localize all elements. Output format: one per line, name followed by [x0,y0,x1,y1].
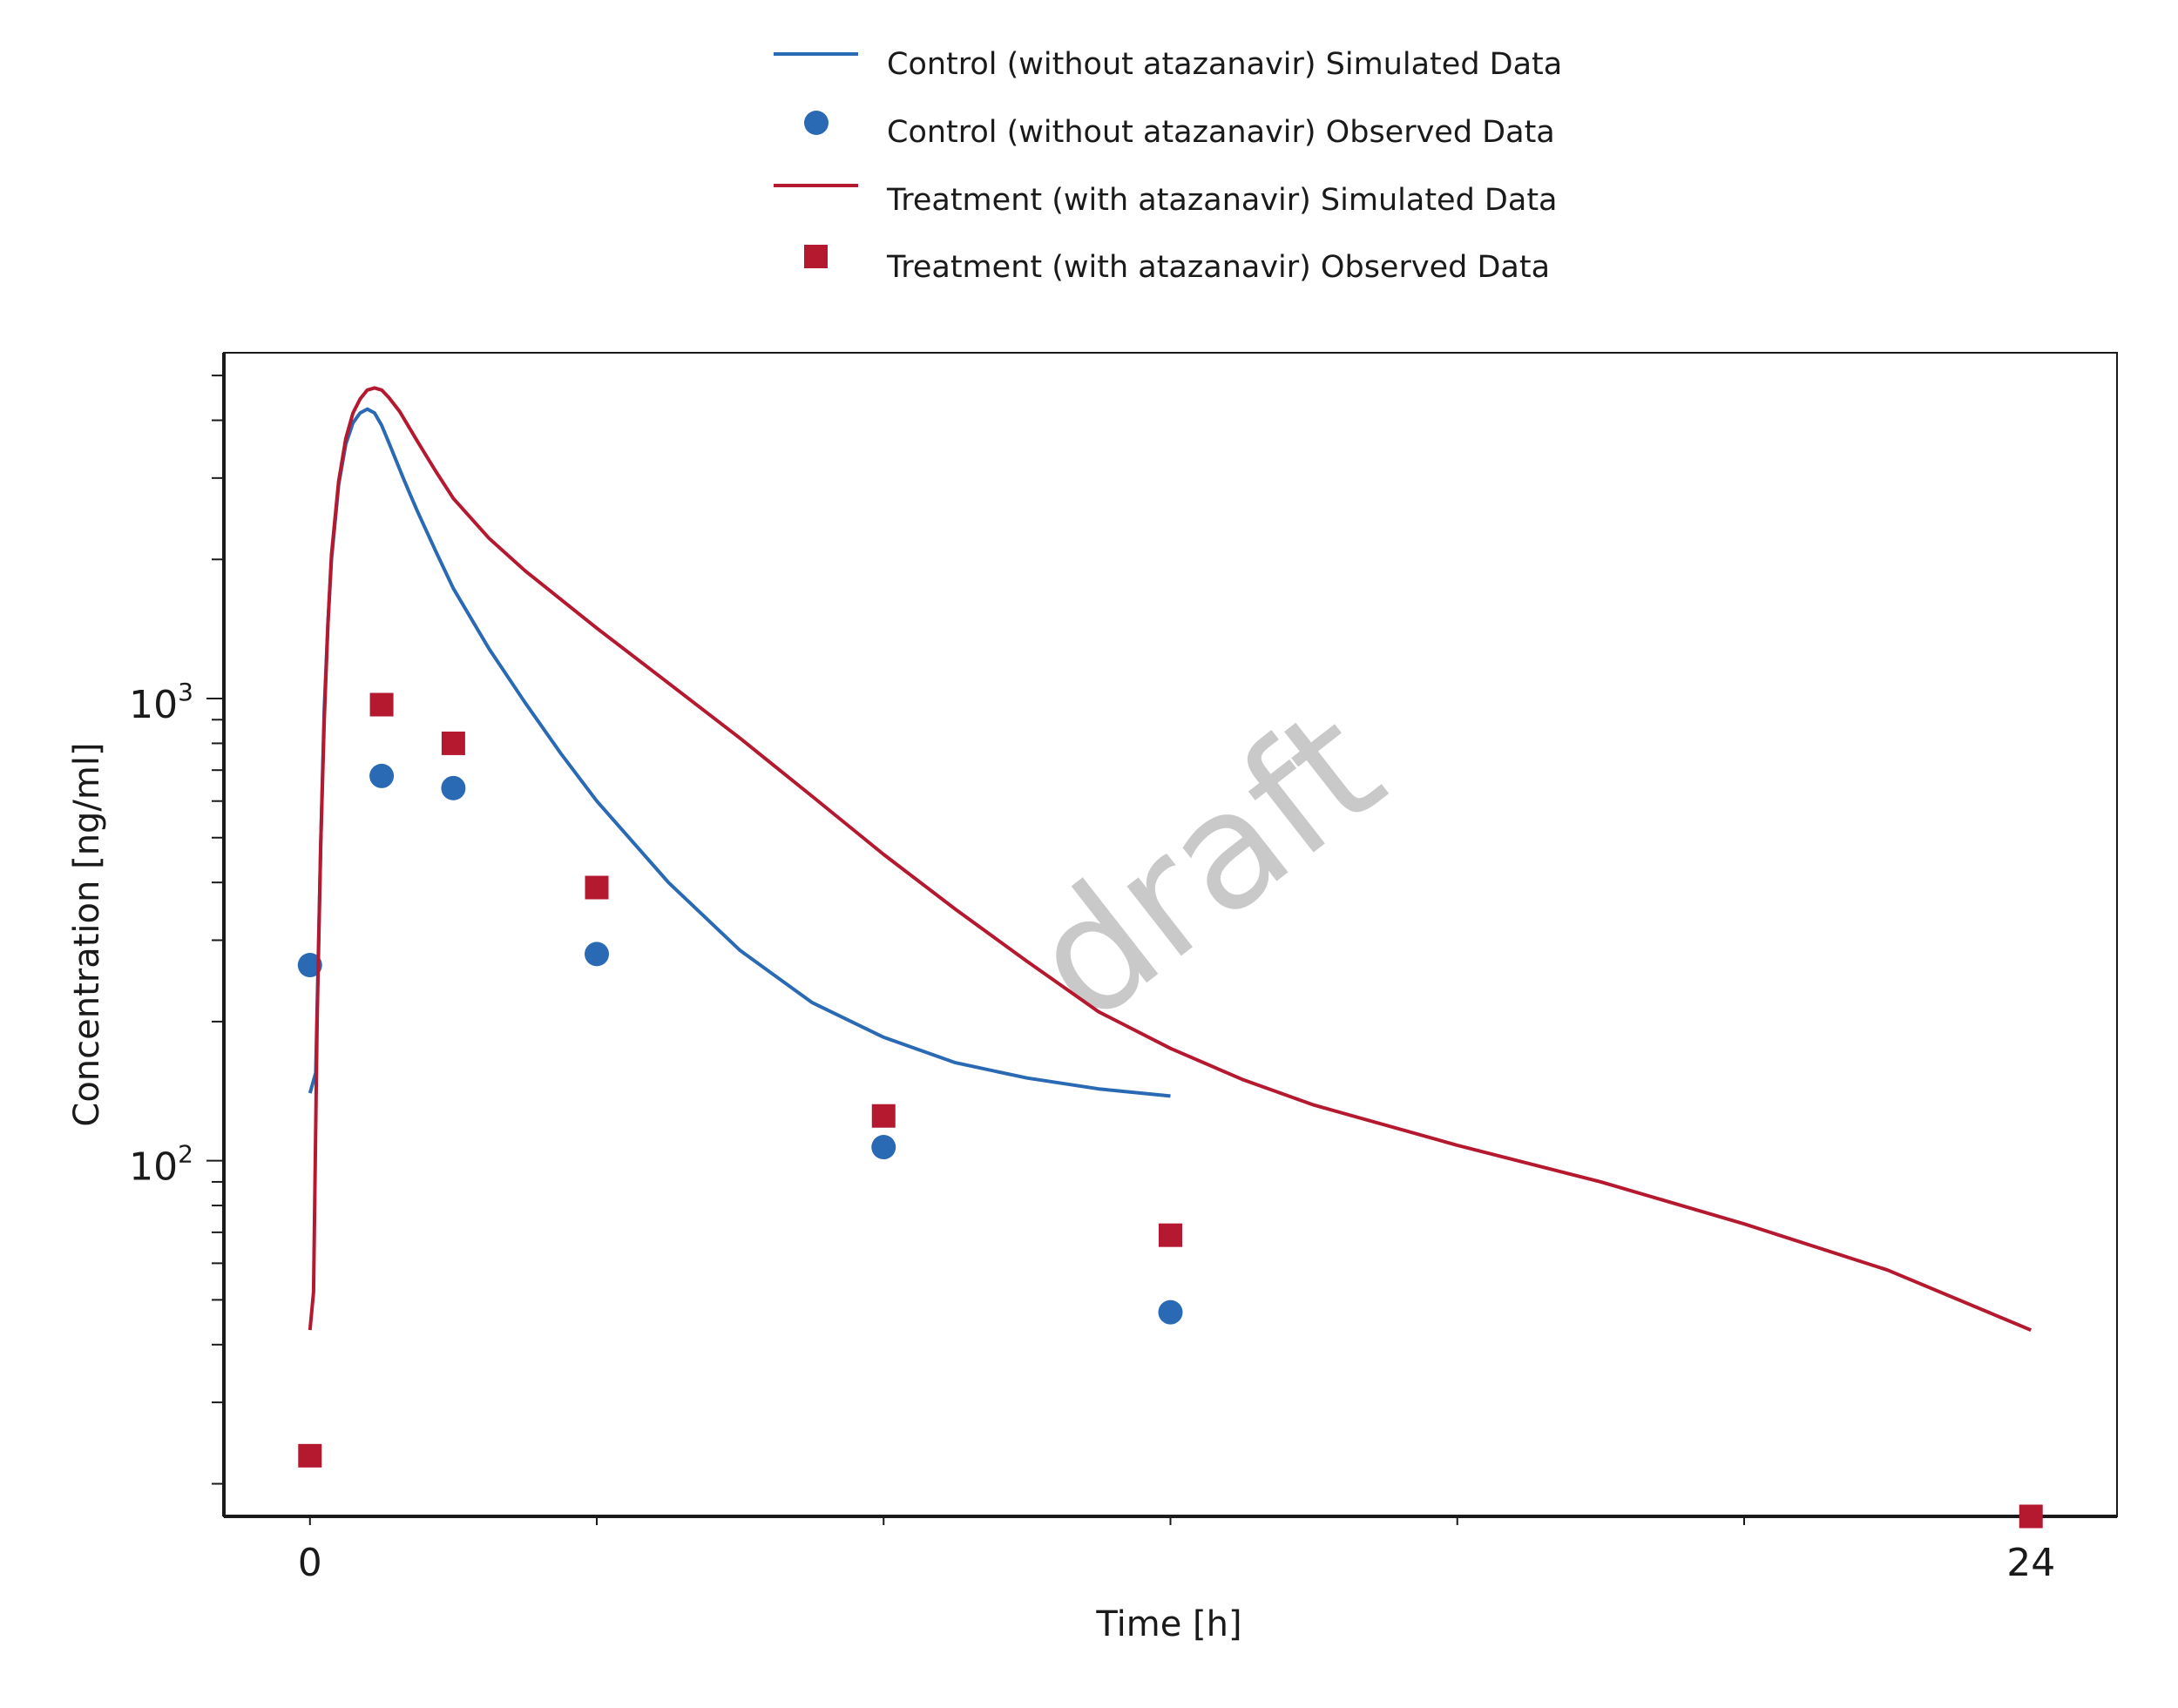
control-without-atazanavir-observed-data-point [297,953,322,978]
control-without-atazanavir-observed-data-point [1158,1300,1183,1325]
treatment-with-atazanavir-observed-data-point [369,692,394,717]
legend-label-control-observed: Control (without atazanavir) Observed Da… [887,115,1555,150]
treatment-with-atazanavir-observed-data-point [441,731,465,755]
control-without-atazanavir-observed-data-point [369,763,395,788]
treatment-with-atazanavir-simulated-data-line [308,386,2032,1332]
y-tick-label: 103 [129,678,193,727]
legend-marker-control-observed [804,111,829,135]
treatment-with-atazanavir-observed-data-point [1159,1223,1182,1247]
axis-tick-labels: 0 24 102 103 [129,678,2055,1585]
treatment-with-atazanavir-observed-data-point [871,1104,896,1128]
x-axis-label: Time [h] [1095,1604,1241,1644]
control-without-atazanavir-simulated-data-line [308,407,1171,1098]
control-without-atazanavir-observed-data-point [441,775,466,800]
control-without-atazanavir-observed-data-point [585,942,610,967]
legend-label-treatment-simulated: Treatment (with atazanavir) Simulated Da… [886,183,1558,218]
legend: Control (without atazanavir) Simulated D… [774,47,1562,285]
watermark: draft [997,673,1416,1058]
y-tick-label: 102 [129,1140,193,1190]
x-tick-label: 24 [2006,1541,2055,1585]
treatment-with-atazanavir-observed-data-point [585,875,609,900]
treatment-with-atazanavir-observed-data-point [298,1443,322,1468]
legend-label-treatment-observed: Treatment (with atazanavir) Observed Dat… [886,250,1550,285]
legend-label-control-simulated: Control (without atazanavir) Simulated D… [887,47,1562,82]
treatment-with-atazanavir-observed-data-point [2019,1504,2043,1529]
legend-marker-treatment-observed [804,245,828,268]
x-tick-label: 0 [298,1541,322,1585]
y-axis-label: Concentration [ng/ml] [67,742,107,1126]
series-layer [297,386,2043,1529]
axis-ticks [206,375,2033,1525]
control-without-atazanavir-observed-data-point [871,1135,896,1160]
